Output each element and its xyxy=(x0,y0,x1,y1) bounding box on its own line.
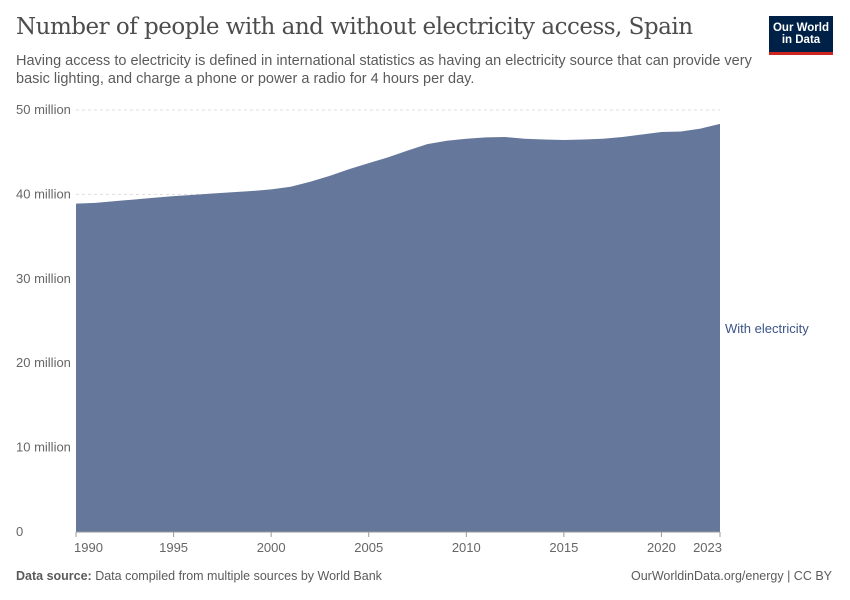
x-tick-label: 2000 xyxy=(257,540,286,555)
y-tick-label: 30 million xyxy=(16,271,71,286)
area-with-electricity xyxy=(76,123,720,533)
x-tick-label: 2023 xyxy=(693,540,722,555)
owid-logo[interactable]: Our World in Data xyxy=(769,16,833,55)
y-tick-label: 0 xyxy=(16,524,23,539)
series-label: With electricity xyxy=(725,321,809,336)
x-tick-label: 2010 xyxy=(452,540,481,555)
y-tick-label: 10 million xyxy=(16,440,71,455)
x-tick-label: 2015 xyxy=(549,540,578,555)
y-tick-label: 20 million xyxy=(16,355,71,370)
x-tick-label: 2005 xyxy=(354,540,383,555)
chart-subtitle: Having access to electricity is defined … xyxy=(16,53,752,87)
x-tick-label: 1990 xyxy=(74,540,103,555)
logo-line1: Our World xyxy=(772,22,829,34)
y-tick-label: 50 million xyxy=(16,102,71,117)
x-tick-label: 2020 xyxy=(647,540,676,555)
chart-title: Number of people with and without electr… xyxy=(16,14,693,40)
x-tick-label: 1995 xyxy=(159,540,188,555)
y-tick-label: 40 million xyxy=(16,186,71,201)
data-source-text: Data compiled from multiple sources by W… xyxy=(91,569,382,583)
data-source-label: Data source: xyxy=(16,569,92,583)
credit-link[interactable]: OurWorldinData.org/energy | CC BY xyxy=(630,569,832,583)
logo-line2: in Data xyxy=(781,34,821,46)
data-source: Data source: Data compiled from multiple… xyxy=(16,569,382,583)
